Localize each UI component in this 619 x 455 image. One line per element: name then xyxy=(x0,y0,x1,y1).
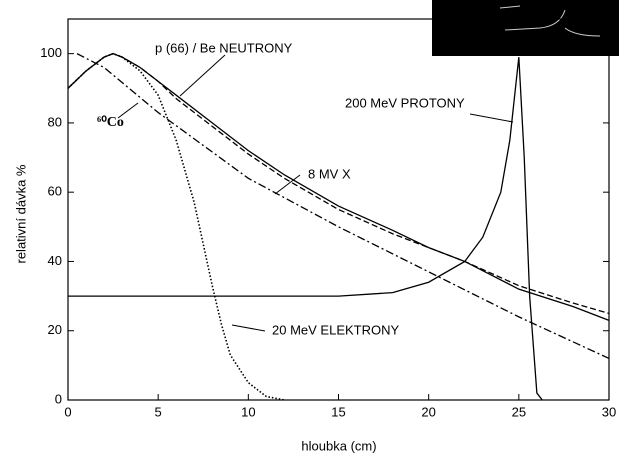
leader xyxy=(274,174,301,195)
series-line xyxy=(67,52,610,321)
series-label: 8 MV X xyxy=(308,166,351,181)
leader xyxy=(117,102,139,119)
y-tick-label: 0 xyxy=(55,391,62,406)
y-tick-label: 100 xyxy=(40,45,62,60)
x-tick-label: 25 xyxy=(512,404,526,419)
series-line xyxy=(67,52,610,315)
y-tick-label: 40 xyxy=(48,253,62,268)
leader xyxy=(469,113,514,123)
series-line xyxy=(68,57,543,401)
x-tick-label: 5 xyxy=(155,404,162,419)
plot-frame xyxy=(67,18,610,401)
y-tick-label: 80 xyxy=(48,114,62,129)
series-line xyxy=(76,53,610,360)
inset-lines xyxy=(499,5,601,37)
series-label: 200 MeV PROTONY xyxy=(345,95,465,110)
inset-image xyxy=(432,0,619,56)
y-axis-label: relativní dávka % xyxy=(13,164,28,263)
leader xyxy=(179,54,226,97)
series-label: p (66) / Be NEUTRONY xyxy=(155,40,293,55)
x-tick-label: 20 xyxy=(421,404,435,419)
x-tick-label: 10 xyxy=(241,404,255,419)
y-tick-label: 20 xyxy=(48,322,62,337)
x-tick-label: 15 xyxy=(331,404,345,419)
series-label: ⁶⁰Co xyxy=(97,115,124,130)
x-tick-label: 30 xyxy=(602,404,616,419)
series-line xyxy=(67,52,285,401)
x-axis-label: hloubka (cm) xyxy=(301,438,376,453)
x-tick-label: 0 xyxy=(64,404,71,419)
series-label: 20 MeV ELEKTRONY xyxy=(272,322,399,337)
leader xyxy=(231,324,266,332)
y-tick-label: 60 xyxy=(48,184,62,199)
